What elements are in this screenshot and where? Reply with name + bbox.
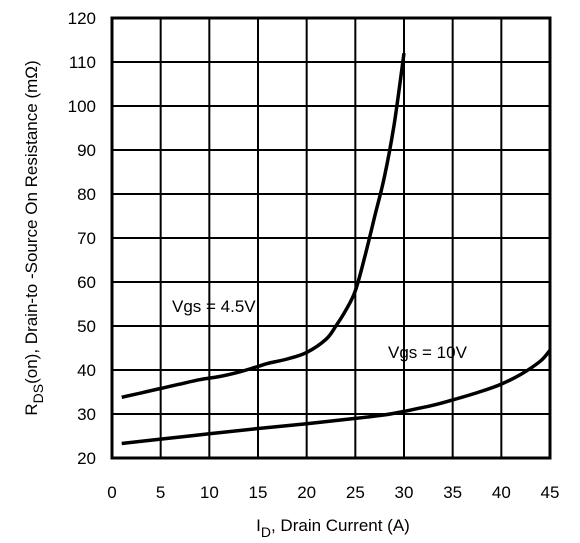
x-tick-label: 15	[249, 483, 268, 502]
x-tick-label: 35	[443, 483, 462, 502]
y-tick-label: 110	[69, 53, 96, 72]
y-tick-label: 20	[77, 449, 96, 468]
y-tick-label: 30	[77, 405, 96, 424]
x-tick-label: 20	[297, 483, 316, 502]
y-tick-label: 90	[77, 141, 96, 160]
x-axis-title: ID, Drain Current (A)	[256, 516, 410, 540]
y-tick-label: 80	[77, 185, 96, 204]
y-tick-labels: 20 30 40 50 60 70 80 90 100 110 120	[68, 9, 96, 468]
series-line-vgs-4-5v	[121, 52, 406, 400]
grid-lines	[112, 18, 550, 458]
x-tick-label: 5	[156, 483, 165, 502]
y-tick-label: 70	[77, 229, 96, 248]
y-tick-label: 120	[68, 9, 96, 28]
series-group	[121, 52, 552, 446]
annotation-vgs-10v: Vgs = 10V	[388, 343, 468, 362]
x-tick-label: 10	[200, 483, 219, 502]
series-line-vgs-10v	[121, 349, 552, 446]
x-tick-labels: 0 5 10 15 20 25 30 35 40 45	[107, 483, 559, 502]
y-tick-label: 40	[77, 361, 96, 380]
x-tick-label: 0	[107, 483, 116, 502]
y-tick-label: 100	[68, 97, 96, 116]
y-axis-title: RDS(on), Drain-to -Source On Resistance …	[22, 60, 46, 415]
x-tick-label: 30	[395, 483, 414, 502]
y-tick-label: 50	[77, 317, 96, 336]
x-tick-label: 45	[541, 483, 560, 502]
y-tick-label: 60	[77, 273, 96, 292]
x-tick-label: 25	[346, 483, 365, 502]
annotation-vgs-4-5v: Vgs = 4.5V	[172, 297, 256, 316]
plot-frame	[110, 16, 552, 460]
x-tick-label: 40	[492, 483, 511, 502]
